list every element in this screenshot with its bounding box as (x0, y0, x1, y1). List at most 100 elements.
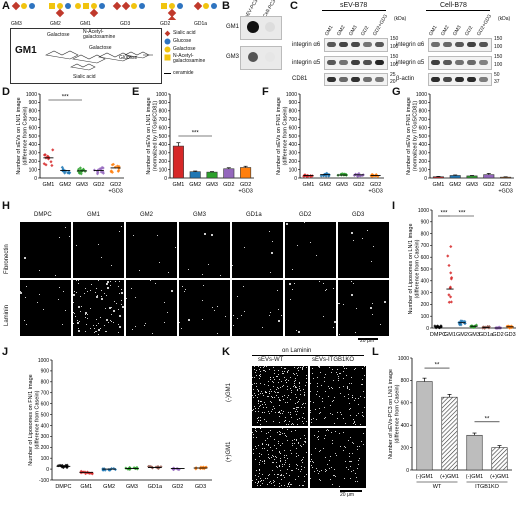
lane-label: GD2 (464, 25, 475, 37)
y-tick-label: 1000 (38, 358, 49, 364)
panel-letter-d: D (2, 86, 10, 98)
significance-label: *** (458, 211, 466, 217)
y-tick-label: 300 (159, 151, 168, 157)
chart-i-svg: 0 100 200 300 400 500 600 700 800 900 1000 Number o… (408, 208, 516, 338)
y-tick-label: 300 (41, 434, 50, 440)
x-tick-label: GD3 (195, 484, 206, 490)
bar (449, 175, 461, 179)
y-tick-label: 900 (41, 369, 50, 375)
micrograph-tile (252, 366, 308, 426)
bar (466, 175, 478, 179)
c-left-label-a6: integrin α6 (292, 42, 321, 48)
lane-label: GM2 (336, 24, 347, 37)
c-right-label-a6: integrin α6 (396, 42, 425, 48)
c-unit-left: (kDa) (394, 16, 407, 22)
blot-band (375, 60, 384, 65)
bar (483, 174, 495, 179)
h-row-fibronectin: Fibronectin (4, 244, 10, 274)
y-axis-label: Number of sEVs on FN/1 image(difference … (276, 97, 289, 175)
y-tick-label: 200 (159, 159, 168, 165)
panel-letter-c: C (290, 0, 298, 12)
label-nacgal: N-Acetyl- galactosamine (83, 29, 116, 40)
c-mw: 20 (390, 79, 396, 85)
b-row-gm3: GM3 (226, 54, 240, 60)
blot-band (351, 77, 360, 82)
blot-band (363, 77, 372, 82)
micrograph-tile (179, 222, 230, 278)
blot-band (443, 77, 452, 82)
y-tick-label: 700 (421, 243, 430, 249)
b-row-gm1: GM1 (226, 24, 240, 30)
y-axis-label: Number of sEVs on FN/1 image(normalized … (406, 97, 419, 175)
y-tick-label: 400 (29, 142, 38, 148)
panel-letter-e: E (132, 86, 140, 98)
x-tick-label: GM3 (466, 182, 478, 188)
y-tick-label: 0 (426, 326, 429, 332)
y-tick-label: 600 (421, 255, 430, 261)
y-tick-label: 800 (419, 109, 428, 115)
bar (416, 381, 433, 471)
c-blot-right-a6 (428, 38, 492, 52)
panel-letter-j: J (2, 346, 9, 358)
y-tick-label: 800 (29, 109, 38, 115)
panel-letter-h: H (2, 200, 10, 212)
h-col-label: GD1a (246, 212, 262, 218)
c-group2-line (426, 10, 490, 11)
h-col-label: DMPC (34, 212, 52, 218)
h-row-laminin-wrap: Laminin (4, 280, 16, 336)
y-tick-label: 0 (34, 176, 37, 182)
blot-band (375, 42, 384, 47)
bar (441, 396, 458, 471)
panel-letter-f: F (262, 86, 269, 98)
y-tick-label: 400 (419, 142, 428, 148)
h-scalebar-label: 20 μm (360, 338, 374, 344)
blot-band (467, 60, 476, 65)
blot-band (339, 77, 348, 82)
lane-label: GD2 (360, 25, 371, 37)
h-row-fibronectin-wrap: Fibronectin (4, 222, 16, 278)
bar (240, 167, 252, 179)
c-group2-title: Cell-B78 (440, 2, 467, 9)
data-point (461, 319, 465, 323)
y-tick-label: 600 (401, 401, 410, 407)
y-tick-label: 100 (421, 314, 430, 320)
lane-label: GM3 (348, 24, 359, 37)
c-mw: 150 (494, 54, 503, 60)
c-right-label-actin: β-actin (396, 76, 415, 82)
panel-b: sEV-PC3 Cell-PC3 GM1 GM3 (226, 0, 286, 84)
micrograph-tile (285, 222, 336, 278)
blot-band (479, 60, 488, 65)
blot-band (443, 42, 452, 47)
group-label: WT (433, 484, 442, 490)
y-axis-label: Number of sEVs on LN/1 image(difference … (16, 97, 29, 174)
data-point (99, 170, 103, 174)
dot-cell-gm1 (265, 22, 275, 32)
x-tick-label: DMPC (55, 484, 71, 490)
panel-letter-i: I (392, 200, 396, 212)
lane-label: GM1 (428, 24, 439, 37)
data-point (447, 300, 451, 304)
y-tick-label: 0 (46, 467, 49, 473)
blot-band (479, 42, 488, 47)
blot-band (443, 60, 452, 65)
bar (223, 168, 235, 179)
legend-label: Galactose (173, 46, 196, 52)
blot-band (455, 77, 464, 82)
data-point (101, 171, 105, 175)
y-tick-label: -100 (39, 478, 49, 484)
data-point (60, 465, 64, 469)
micrograph-tile (232, 280, 283, 336)
data-point (447, 263, 451, 268)
x-tick-label: GM1 (432, 182, 444, 188)
c-blot-left-cd81 (324, 73, 388, 86)
y-tick-label: 300 (419, 151, 428, 157)
y-axis-label: Number of sEVs-PC3 on LN/1 image(differe… (388, 369, 401, 459)
micrograph-tile (20, 222, 71, 278)
micrograph-tile (73, 222, 124, 278)
blot-band (467, 42, 476, 47)
data-point (67, 170, 71, 174)
data-point (159, 465, 163, 469)
legend-label: ceramide (173, 70, 194, 76)
y-tick-label: 500 (421, 267, 430, 273)
panel-letter-k: K (222, 346, 230, 358)
